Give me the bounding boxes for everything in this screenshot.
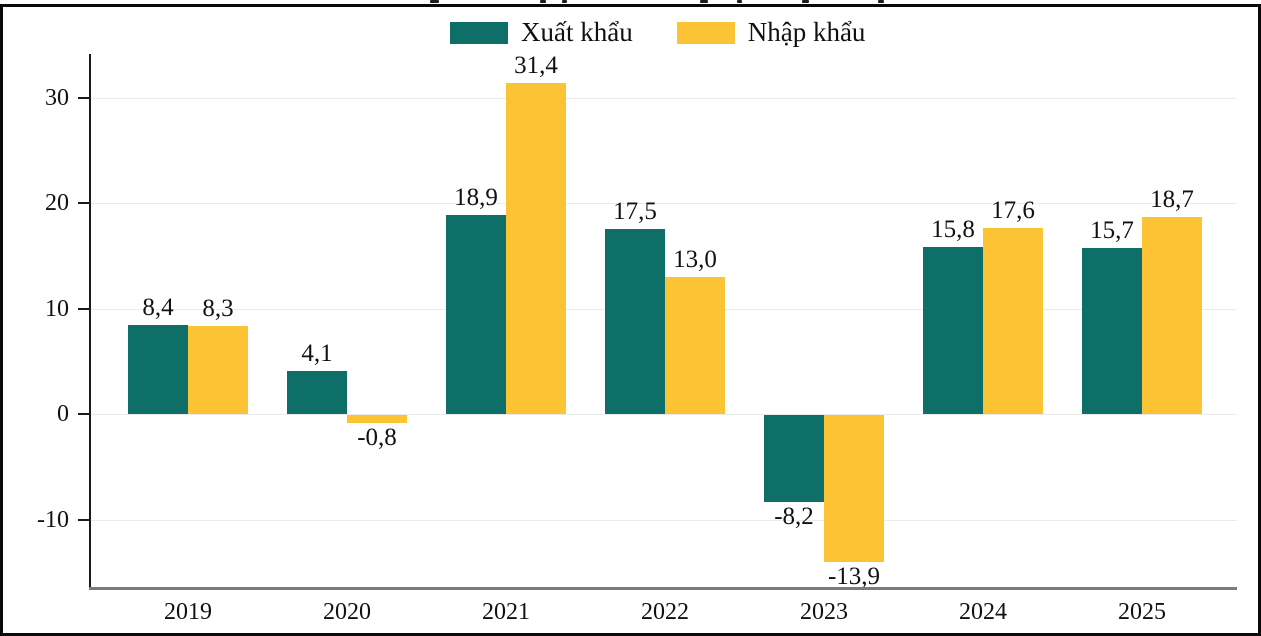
- cropped-glyph-fragment: [430, 0, 439, 3]
- value-label: 18,7: [1150, 185, 1194, 213]
- y-axis-tick: [78, 518, 89, 521]
- value-label: 8,4: [142, 294, 174, 322]
- value-label: 15,7: [1090, 217, 1134, 245]
- y-axis-line: [89, 54, 91, 589]
- bar-xuat-khau-2019: [128, 325, 188, 414]
- cropped-title-fragments: [0, 0, 1261, 4]
- bar-nhap-khau-2024: [983, 228, 1043, 414]
- chart-frame: Xuất khẩu Nhập khẩu 30 20 10 0 -10 8,4 8,3 2019…: [0, 4, 1261, 636]
- bar-nhap-khau-2022: [665, 276, 725, 414]
- x-axis-label-2023: 2023: [800, 599, 848, 625]
- value-label: 15,8: [931, 216, 975, 244]
- cropped-glyph-fragment: [802, 0, 809, 3]
- legend-label-xuat-khau: Xuất khẩu: [521, 17, 633, 47]
- cropped-glyph-fragment: [700, 0, 708, 3]
- value-label: 4,1: [301, 339, 333, 367]
- y-tick-label: 10: [45, 295, 69, 322]
- y-tick-label: 20: [45, 190, 69, 216]
- bar-nhap-khau-2020: [347, 415, 407, 424]
- y-axis-tick: [78, 413, 89, 415]
- x-axis-label-2024: 2024: [959, 599, 1007, 625]
- legend-item-xuat-khau: Xuất khẩu: [450, 19, 633, 46]
- value-label: 13,0: [673, 245, 717, 273]
- x-axis-label-2021: 2021: [482, 599, 530, 625]
- x-axis-label-2020: 2020: [323, 599, 371, 625]
- cropped-glyph-fragment: [562, 0, 567, 3]
- bar-xuat-khau-2020: [287, 370, 347, 414]
- cropped-glyph-fragment: [540, 0, 546, 3]
- x-axis-label-2025: 2025: [1118, 599, 1166, 625]
- value-label: -0,8: [357, 424, 397, 452]
- value-label: -13,9: [827, 562, 881, 590]
- cropped-glyph-fragment: [737, 0, 742, 3]
- x-axis-baseline: [89, 587, 1237, 590]
- bar-nhap-khau-2021: [506, 82, 566, 414]
- y-gridline: [89, 414, 1237, 415]
- y-tick-label: -10: [37, 506, 69, 533]
- bar-nhap-khau-2025: [1142, 216, 1202, 414]
- x-axis-label-2022: 2022: [641, 599, 689, 625]
- legend-item-nhap-khau: Nhập khẩu: [676, 17, 866, 47]
- bar-xuat-khau-2025: [1082, 248, 1142, 414]
- bar-xuat-khau-2023: [764, 415, 824, 502]
- y-tick-label: 0: [57, 401, 69, 427]
- value-label: 31,4: [514, 51, 558, 79]
- legend-swatch-xuat-khau: [450, 21, 508, 44]
- chart-legend: Xuất khẩu Nhập khẩu: [450, 19, 865, 46]
- bar-nhap-khau-2023: [824, 415, 884, 562]
- cropped-glyph-fragment: [878, 0, 884, 3]
- legend-label-nhap-khau: Nhập khẩu: [747, 17, 866, 47]
- y-axis-tick: [78, 202, 89, 204]
- value-label: 17,5: [613, 198, 657, 226]
- value-label: 17,6: [991, 197, 1035, 225]
- value-label: 8,3: [202, 295, 234, 323]
- y-gridline: [89, 203, 1237, 204]
- y-axis-tick: [78, 96, 89, 99]
- y-gridline: [89, 519, 1237, 521]
- plot-area: 30 20 10 0 -10 8,4 8,3 2019 4,1 -0,8 2020 18,9 31,4 2…: [3, 7, 1252, 627]
- legend-swatch-nhap-khau: [676, 21, 735, 44]
- bar-xuat-khau-2022: [605, 229, 665, 414]
- value-label: 18,9: [454, 183, 498, 211]
- y-tick-label: 30: [45, 84, 69, 111]
- y-axis-tick: [78, 307, 89, 310]
- x-axis-label-2019: 2019: [164, 599, 212, 625]
- bar-xuat-khau-2021: [446, 214, 506, 414]
- bar-xuat-khau-2024: [923, 247, 983, 414]
- value-label: -8,2: [774, 502, 814, 530]
- bar-nhap-khau-2019: [188, 326, 248, 414]
- y-gridline: [89, 97, 1237, 99]
